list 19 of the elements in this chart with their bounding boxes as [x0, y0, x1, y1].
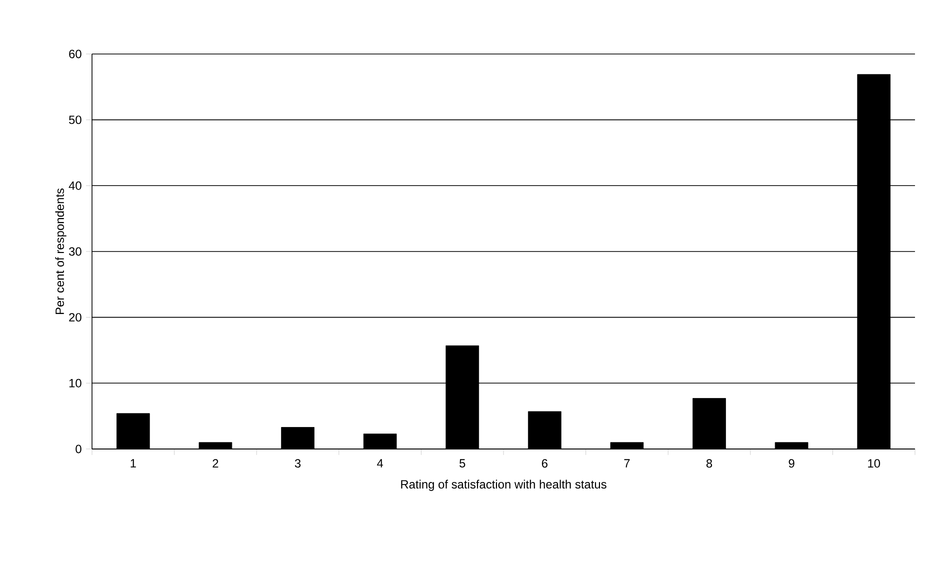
x-tick-label: 7 [624, 459, 630, 468]
y-tick-label: 60 [69, 50, 82, 58]
x-tick-label: 1 [130, 459, 136, 468]
y-axis-title: Per cent of respondents [55, 188, 66, 314]
y-tick-label: 40 [68, 181, 82, 190]
x-tick-label: 3 [294, 459, 301, 468]
x-tick-label: 9 [788, 459, 794, 468]
y-tick-label: 10 [69, 378, 82, 388]
x-tick-label: 10 [868, 459, 880, 468]
x-tick-label: 8 [706, 459, 712, 468]
y-tick-label: 0 [76, 444, 82, 454]
x-tick-label: 2 [212, 459, 218, 468]
y-tick-label: 20 [69, 313, 82, 322]
x-axis-title: Rating of satisfaction with health status [401, 480, 606, 491]
y-tick-label: 30 [68, 247, 82, 256]
x-tick-label: 5 [460, 459, 466, 468]
x-tick-label: 6 [542, 459, 548, 468]
x-tick-label: 4 [377, 459, 384, 468]
y-tick-label: 50 [69, 116, 82, 124]
